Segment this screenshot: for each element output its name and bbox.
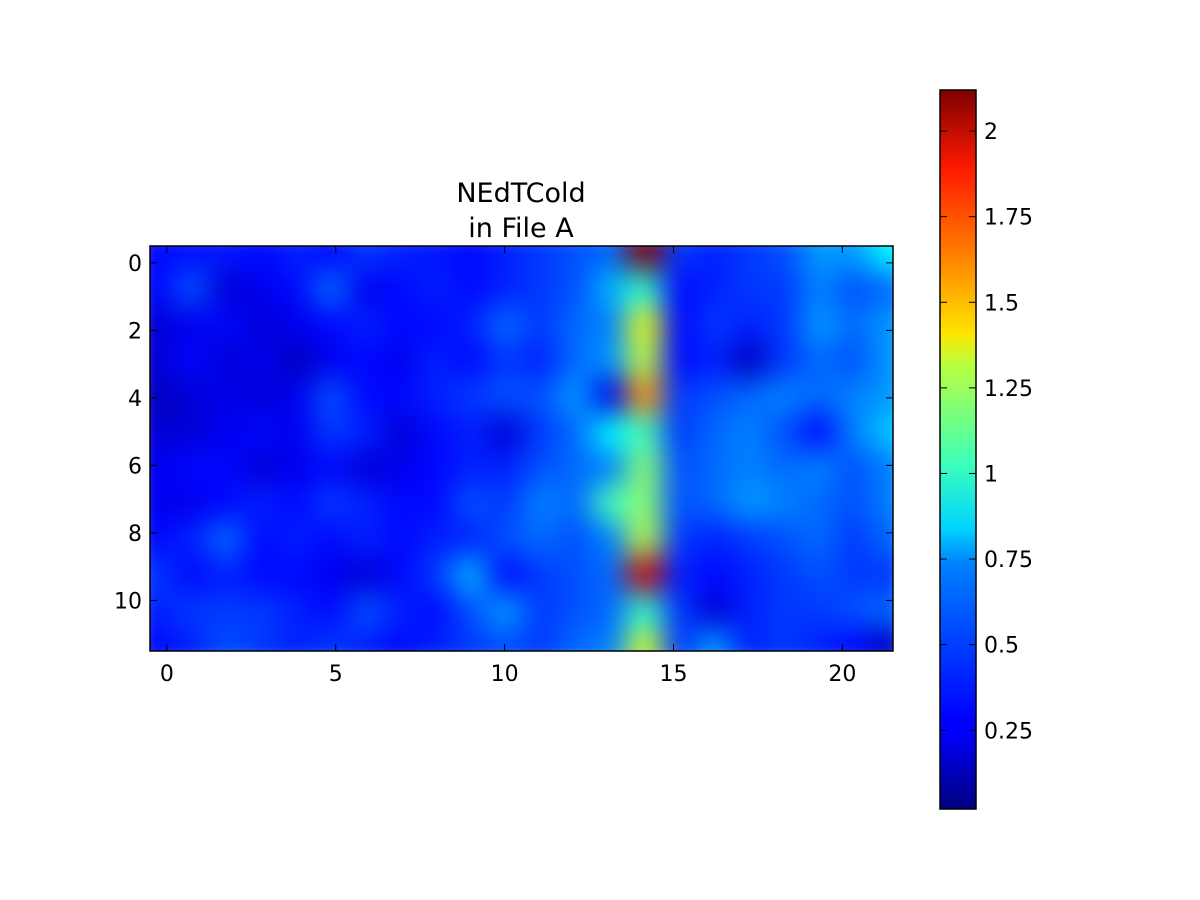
colorbar-tick-label: 0.5: [984, 634, 1019, 659]
plot-frame: [149, 245, 894, 652]
y-axis: 0 2 4 6 8 10: [114, 252, 893, 614]
x-tick-label: 15: [659, 662, 687, 687]
y-tick-label: 6: [128, 454, 142, 479]
colorbar-tick-label: 1: [984, 462, 998, 487]
colorbar: [939, 89, 977, 810]
heatmap-image: [150, 246, 893, 651]
colorbar-axis: 0.25 0.5 0.75 1 1.25 1.5 1.75 2: [940, 120, 1033, 744]
y-tick-label: 2: [128, 319, 142, 344]
colorbar-tick-label: 1.5: [984, 291, 1019, 316]
x-tick-label: 5: [329, 662, 343, 687]
chart-title-line-1: NEdTCold: [456, 178, 585, 209]
heatmap-canvas: [150, 246, 893, 651]
y-tick-label: 10: [114, 589, 142, 614]
y-tick-label: 8: [128, 522, 142, 547]
colorbar-tick-label: 2: [984, 120, 998, 145]
colorbar-tick-label: 1.25: [984, 377, 1033, 402]
colorbar-tick-label: 0.75: [984, 548, 1033, 573]
x-tick-label: 20: [828, 662, 856, 687]
y-tick-label: 0: [128, 252, 142, 277]
colorbar-tick-label: 1.75: [984, 206, 1033, 231]
x-axis: 0 5 10 15 20: [160, 246, 856, 687]
x-tick-label: 0: [160, 662, 174, 687]
colorbar-tick-label: 0.25: [984, 719, 1033, 744]
x-tick-label: 10: [491, 662, 519, 687]
chart-title-line-2: in File A: [468, 213, 574, 244]
y-tick-label: 4: [128, 387, 142, 412]
